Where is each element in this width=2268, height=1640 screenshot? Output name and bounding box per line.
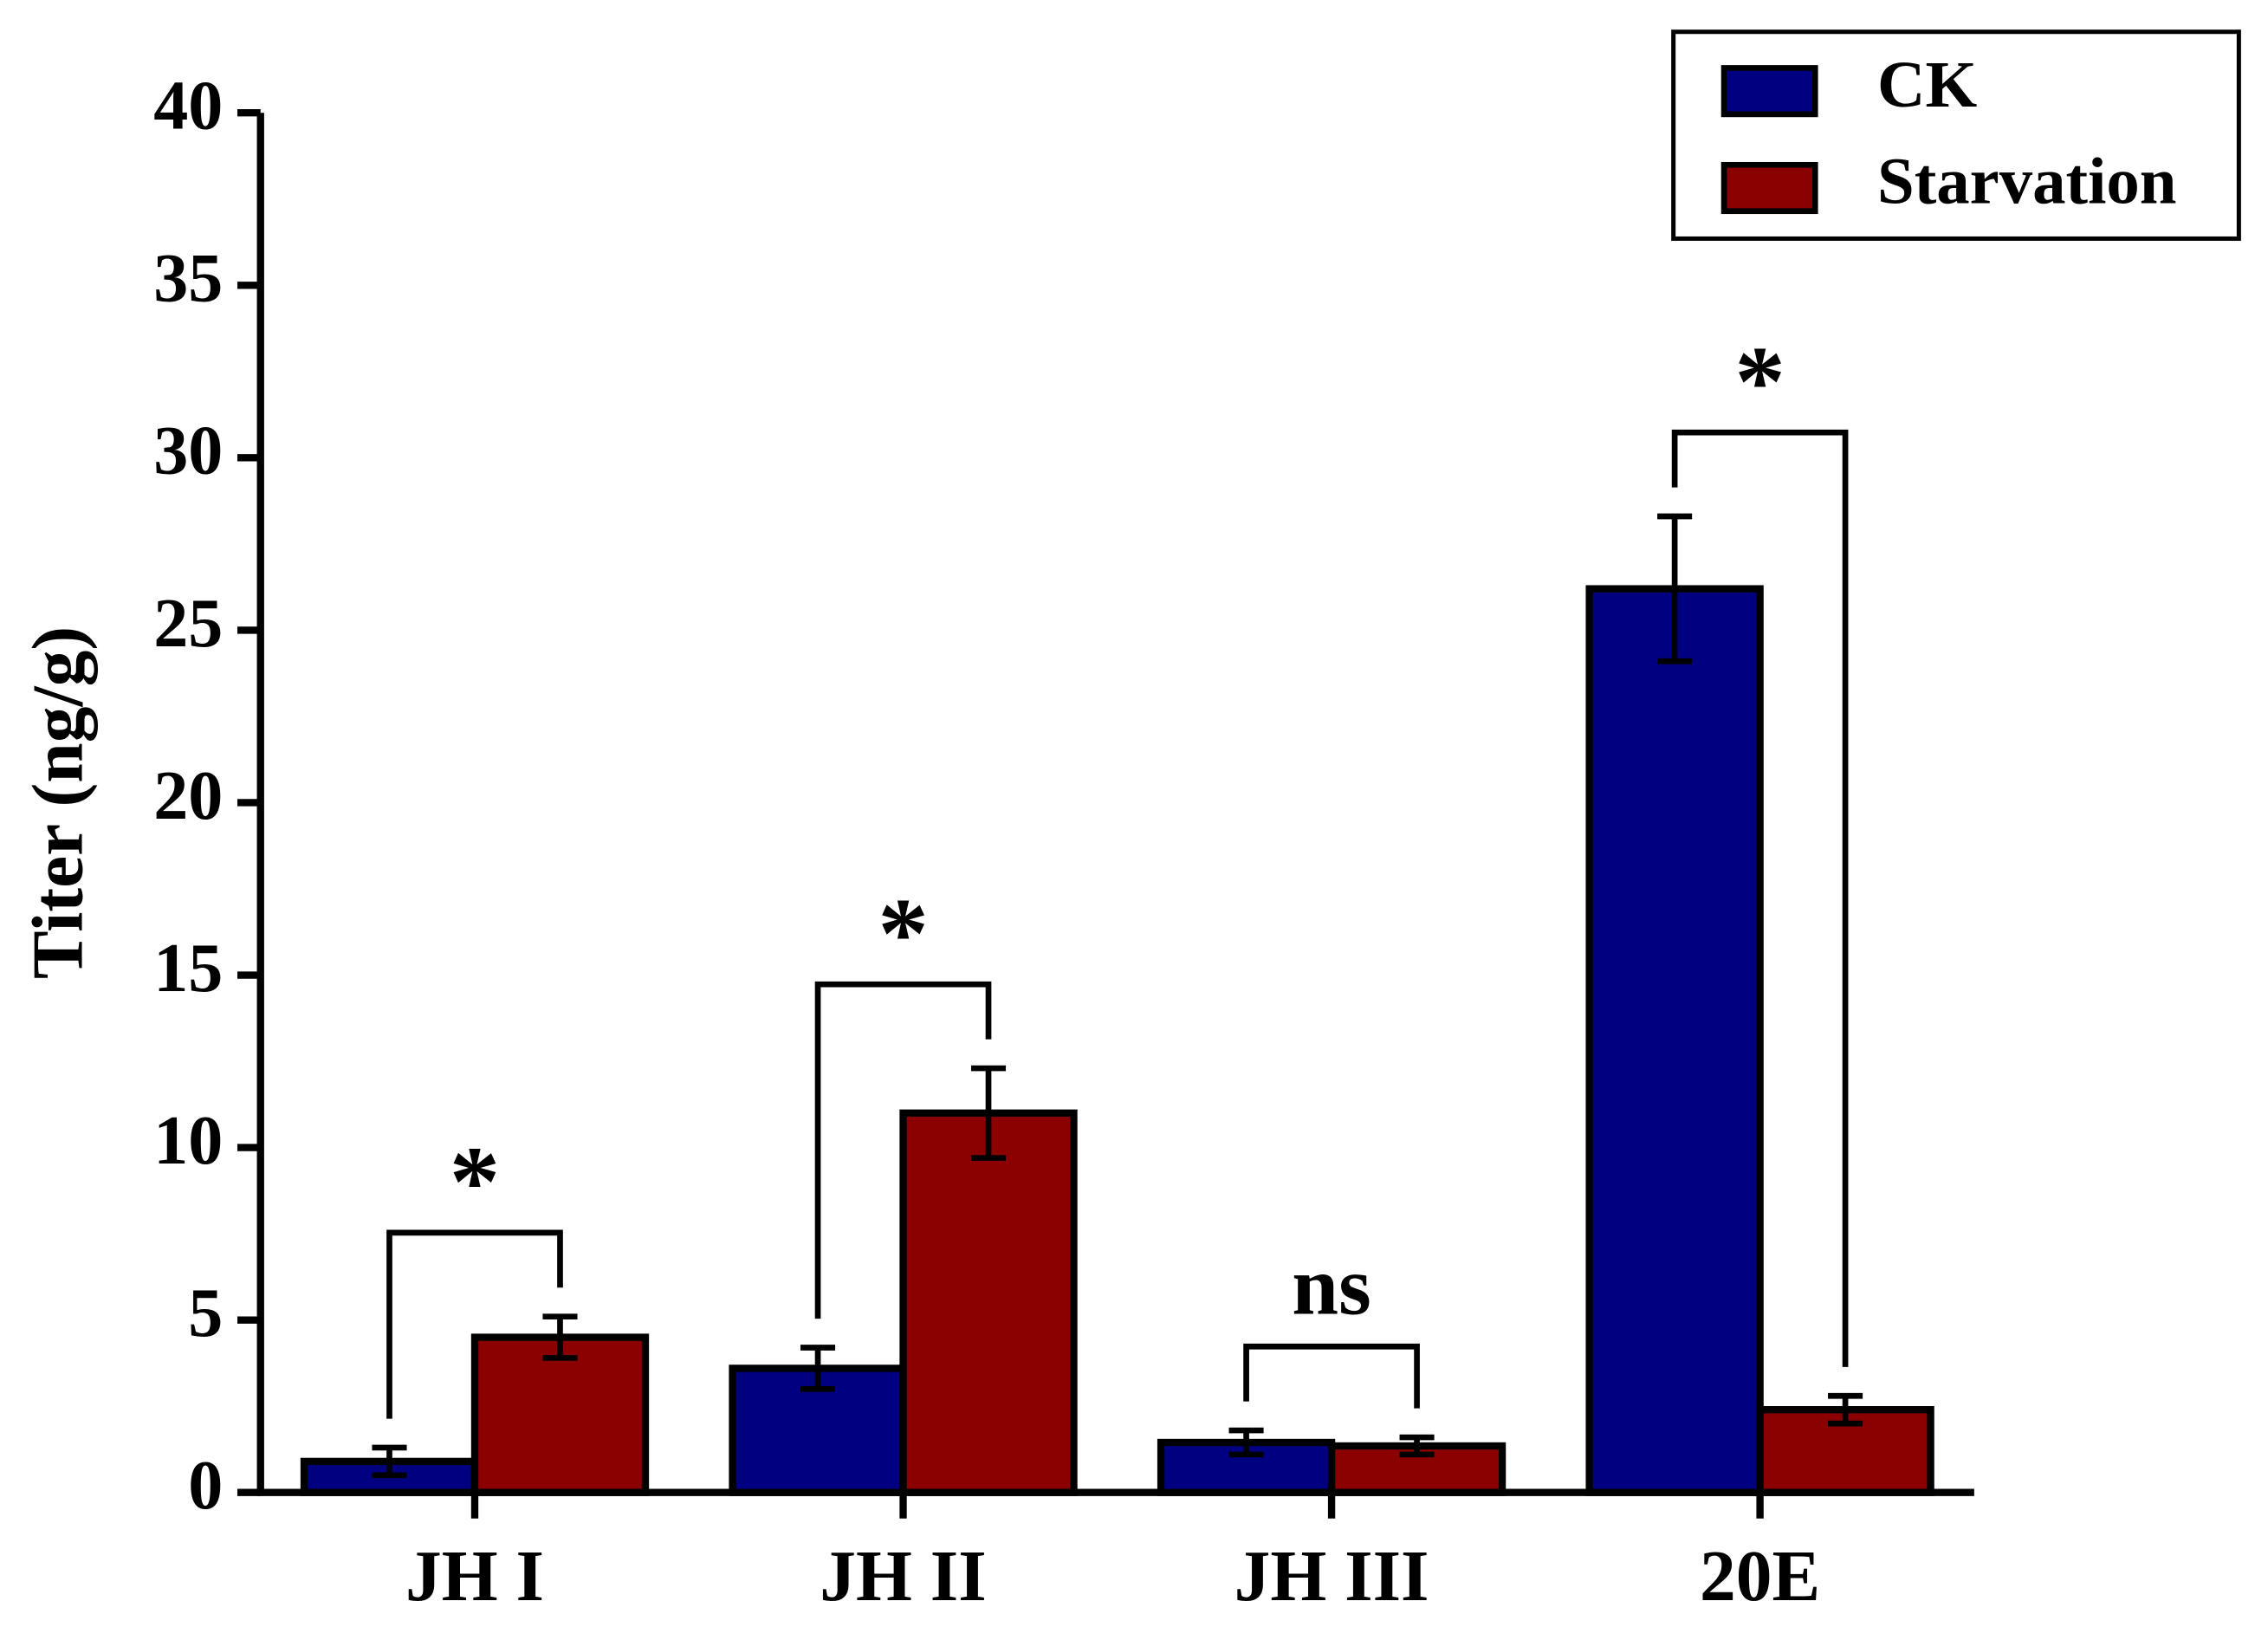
significance-bracket: [1243, 1343, 1420, 1409]
error-bar: [372, 1444, 407, 1479]
y-tick-label: 0: [188, 1448, 223, 1524]
y-axis-title: Titer (ng/g): [19, 626, 99, 979]
x-tick-label: 20E: [1700, 1537, 1820, 1617]
error-bar: [1228, 1427, 1264, 1458]
y-tick-label: 15: [153, 930, 223, 1007]
legend-label: Starvation: [1877, 145, 2176, 218]
bar: [899, 1109, 1078, 1496]
significance-bracket: [1671, 429, 1849, 1367]
y-tick-label: 35: [153, 241, 223, 317]
x-tick-label: JH I: [405, 1537, 544, 1617]
legend-swatch: [1720, 161, 1818, 215]
significance-bracket: [386, 1229, 563, 1419]
error-bar: [1657, 513, 1693, 664]
error-bar: [970, 1065, 1007, 1161]
legend-label: CK: [1877, 48, 1977, 121]
y-tick-label: 40: [153, 68, 223, 145]
significance-label: *: [1734, 326, 1785, 438]
y-tick-label: 30: [153, 413, 223, 489]
significance-label: *: [878, 878, 928, 989]
y-tick-label: 25: [153, 586, 223, 662]
legend-swatch: [1720, 65, 1818, 118]
bar: [1585, 585, 1764, 1496]
error-bar: [1399, 1434, 1435, 1458]
significance-label: ns: [1292, 1239, 1371, 1332]
x-tick-label: JH III: [1234, 1537, 1429, 1617]
y-tick-label: 5: [188, 1275, 223, 1352]
error-bar: [800, 1345, 836, 1392]
significance-bracket: [814, 981, 992, 1319]
error-bar: [542, 1313, 578, 1361]
error-bar: [1828, 1392, 1863, 1427]
x-tick-label: JH II: [820, 1537, 986, 1617]
y-tick-label: 20: [153, 758, 223, 834]
significance-label: *: [450, 1126, 500, 1238]
y-tick-label: 10: [153, 1103, 223, 1179]
